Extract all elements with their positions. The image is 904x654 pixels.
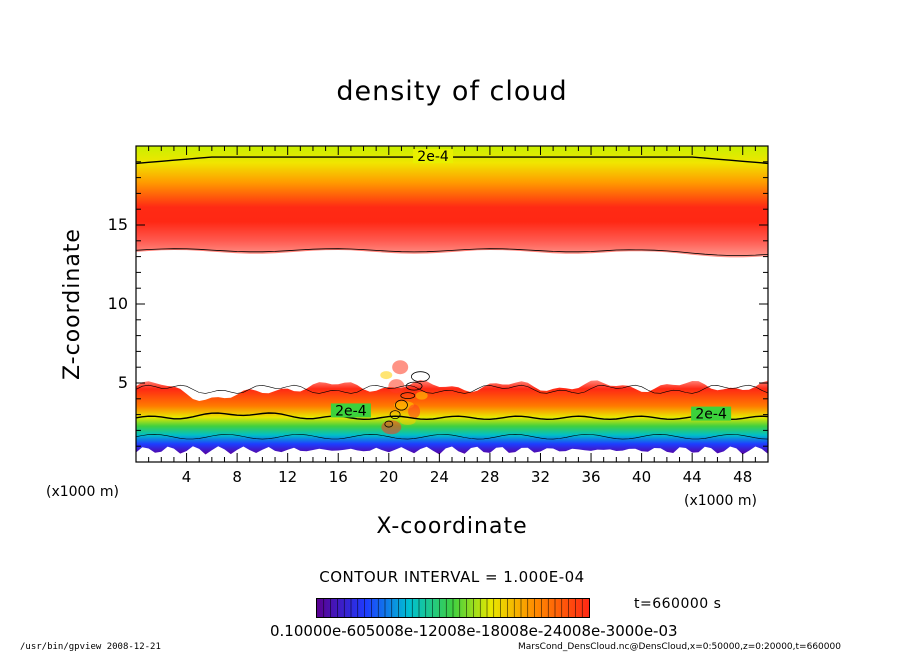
footer-source: MarsCond_DensCloud.nc@DensCloud,x=0:5000…: [518, 642, 841, 652]
colorbar: [316, 598, 590, 618]
chart-title: density of cloud: [336, 76, 568, 107]
turbulence-blob: [399, 416, 416, 425]
y-tick-label: 5: [117, 373, 128, 392]
turbulence-blob: [380, 371, 393, 380]
contour-label: 2e-4: [695, 407, 727, 423]
x-tick-label: 12: [278, 468, 298, 486]
turbulence-blob: [393, 401, 414, 410]
contour-upper-bottom: [136, 248, 768, 256]
contour-label-bg: [413, 149, 454, 164]
y-tick-label: 15: [107, 215, 128, 234]
contour-lower: [136, 412, 768, 421]
contour-turbulence: [410, 371, 430, 383]
x-tick-label: 44: [682, 468, 702, 486]
contour-interval-text: CONTOUR INTERVAL = 1.000E-04: [319, 568, 585, 586]
contour-label: 2e-4: [335, 403, 367, 419]
footer-command: /usr/bin/gpview 2008-12-21: [20, 642, 161, 652]
x-tick-label: 28: [480, 468, 500, 486]
turbulence-blob: [392, 360, 409, 375]
x-axis-label: X-coordinate: [376, 514, 528, 539]
turbulence-blob: [408, 404, 421, 419]
contour-secondary: [136, 384, 768, 394]
contour-turbulence: [395, 399, 408, 411]
turbulence-blob: [388, 379, 405, 394]
time-stamp: t=660000 s: [634, 596, 722, 612]
contour-secondary: [136, 434, 768, 440]
contour-turbulence: [389, 410, 401, 420]
lower-cloud-field: [136, 379, 768, 455]
x-tick-label: 16: [328, 468, 348, 486]
x-tick-label: 48: [733, 468, 753, 486]
x-unit-left: (x1000 m): [46, 484, 119, 500]
y-tick-label: 10: [107, 294, 128, 313]
contour-label: 2e-4: [417, 149, 449, 165]
contour-turbulence: [405, 381, 423, 391]
x-tick-label: 8: [232, 468, 242, 486]
colorbar-labels: 0.10000e-605008e-12008e-18008e-24008e-30…: [270, 622, 678, 640]
contour-turbulence: [384, 420, 394, 428]
x-tick-label: 32: [530, 468, 551, 486]
turbulence-blob: [381, 420, 402, 435]
x-unit-right: (x1000 m): [684, 493, 757, 509]
x-tick-label: 40: [632, 468, 652, 486]
contour-label-bg: [691, 406, 732, 421]
x-tick-label: 24: [429, 468, 449, 486]
upper-cloud-field: [136, 146, 768, 258]
x-tick-label: 4: [181, 468, 192, 486]
contour-turbulence: [400, 392, 416, 400]
contour-label-bg: [330, 403, 371, 418]
x-tick-label: 20: [379, 468, 399, 486]
y-axis-label: Z-coordinate: [60, 228, 85, 380]
x-tick-label: 36: [581, 468, 601, 486]
turbulence-blob: [415, 391, 428, 400]
